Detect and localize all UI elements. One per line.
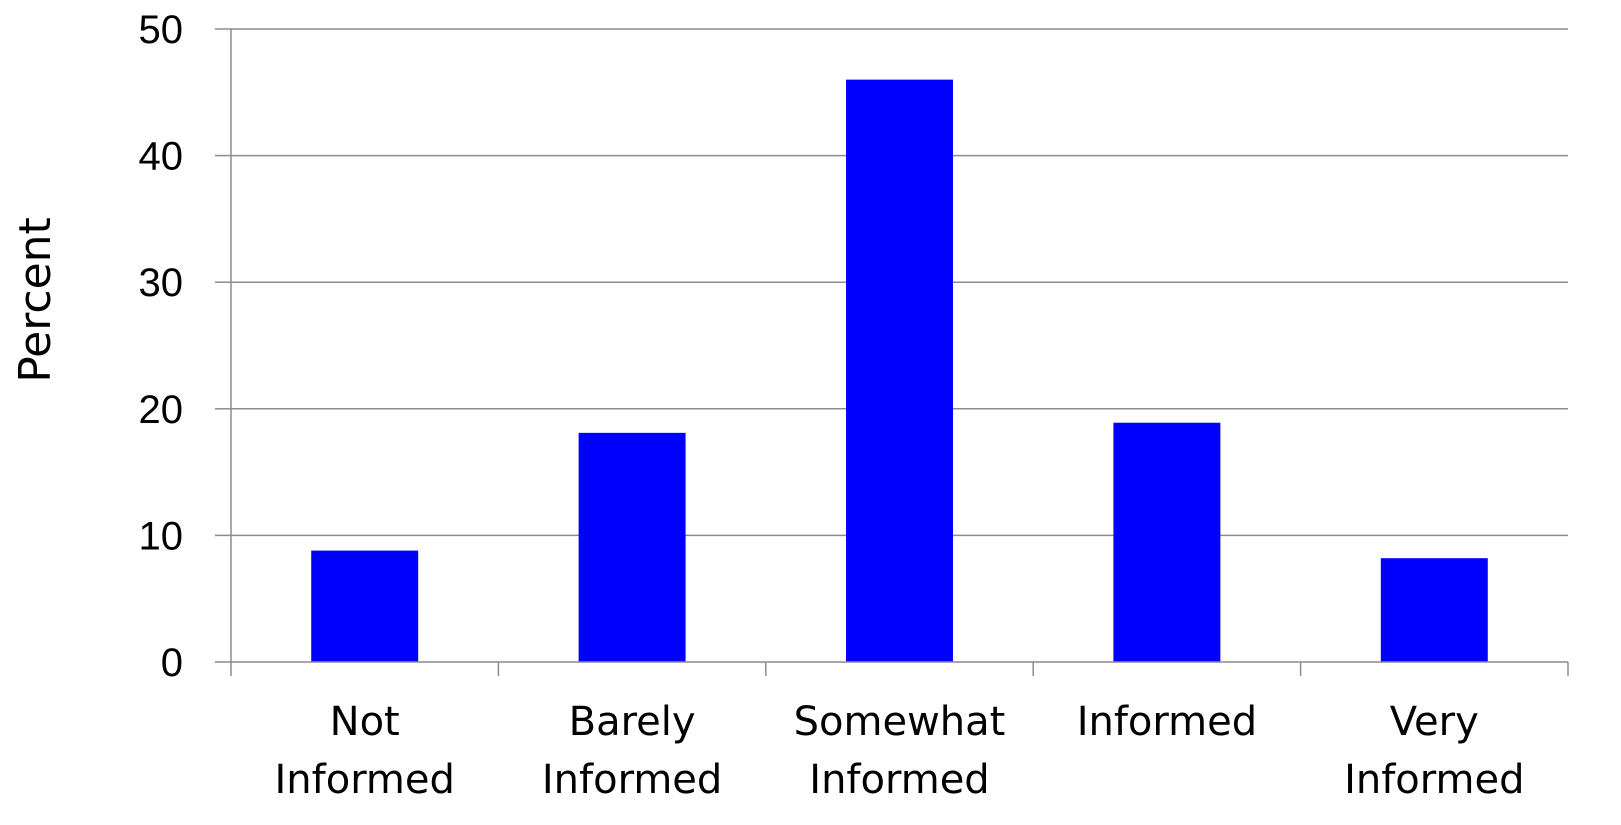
x-category-label: Not Informed bbox=[274, 699, 454, 803]
x-category-label: Somewhat Informed bbox=[794, 699, 1006, 803]
x-category-label-line: Somewhat bbox=[794, 699, 1006, 745]
bar bbox=[578, 432, 686, 662]
bar bbox=[1113, 422, 1221, 662]
x-category-label-line: Informed bbox=[274, 757, 454, 803]
y-axis-title: Percent bbox=[10, 217, 61, 383]
y-tick-label: 40 bbox=[139, 135, 184, 179]
x-category-label-line: Barely bbox=[569, 699, 696, 745]
y-tick-label: 50 bbox=[139, 8, 184, 52]
bars bbox=[311, 79, 1488, 662]
axes bbox=[215, 28, 1569, 676]
x-category-label: Very Informed bbox=[1344, 699, 1524, 803]
x-category-label-line: Informed bbox=[1077, 699, 1257, 745]
x-category-label: Informed bbox=[1077, 699, 1257, 745]
x-category-label-line: Informed bbox=[542, 757, 722, 803]
x-category-label-line: Informed bbox=[1344, 757, 1524, 803]
bar bbox=[846, 79, 953, 662]
bar bbox=[311, 550, 419, 662]
y-tick-label: 30 bbox=[139, 261, 184, 305]
bar bbox=[1380, 558, 1488, 662]
y-tick-label: 10 bbox=[139, 514, 184, 558]
x-category-label-line: Informed bbox=[809, 757, 989, 803]
x-category-label-line: Very bbox=[1390, 699, 1479, 745]
x-category-label: Barely Informed bbox=[542, 699, 722, 803]
y-tick-label: 20 bbox=[139, 388, 184, 432]
y-tick-label: 0 bbox=[161, 641, 183, 685]
x-category-label-line: Not bbox=[330, 699, 400, 745]
